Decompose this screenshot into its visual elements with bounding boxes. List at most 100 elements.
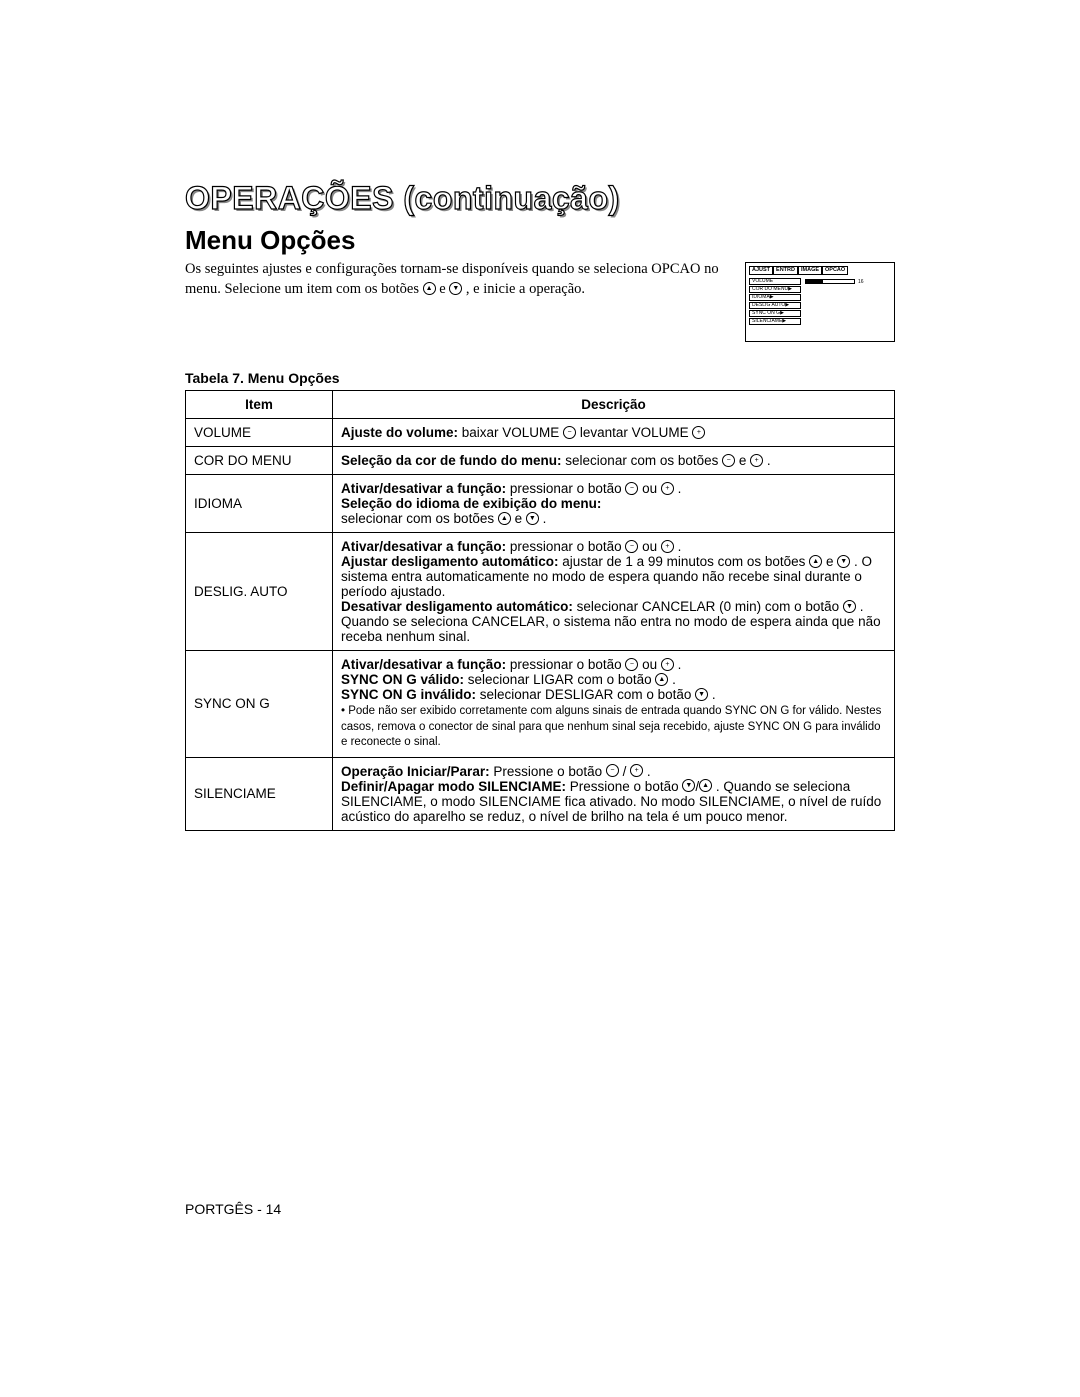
arrow-icon: ▶ (785, 303, 789, 309)
desc-text: selecionar com os botões (341, 511, 498, 526)
osd-label-text: SYNC ON G (752, 311, 780, 317)
desc-text: . (643, 764, 651, 779)
intro-text: Os seguintes ajustes e configurações tor… (185, 260, 721, 299)
osd-tabs: AJUST ENTRD IMAGE OPCAO (749, 266, 891, 275)
item-cell: VOLUME (186, 419, 333, 447)
desc-text: . (674, 657, 682, 672)
osd-value: 16 (858, 279, 864, 285)
desc-text: ou (638, 539, 661, 554)
osd-bar-fill (806, 280, 823, 283)
down-icon: ▼ (526, 512, 539, 525)
plus-icon: + (661, 658, 674, 671)
osd-preview: AJUST ENTRD IMAGE OPCAO VOLUME 16 COR DO… (745, 262, 895, 342)
table-row: COR DO MENU Seleção da cor de fundo do m… (186, 447, 895, 475)
plus-icon: + (750, 454, 763, 467)
desc-bold: Ajuste do volume: (341, 425, 458, 440)
desc-note: • Pode não ser exibido corretamente com … (341, 704, 886, 751)
desc-text: . (708, 687, 716, 702)
desc-cell: Operação Iniciar/Parar: Pressione o botã… (333, 757, 895, 830)
down-icon: ▼ (682, 779, 695, 792)
arrow-icon: ▶ (782, 319, 786, 325)
osd-tab: AJUST (749, 266, 773, 275)
desc-bold: Ativar/desativar a função: (341, 539, 506, 554)
down-icon: ▼ (837, 555, 850, 568)
down-icon: ▼ (843, 600, 856, 613)
plus-icon: + (661, 482, 674, 495)
options-table: Item Descrição VOLUME Ajuste do volume: … (185, 390, 895, 831)
up-icon: ▲ (699, 779, 712, 792)
desc-text: pressionar o botão (506, 539, 625, 554)
desc-bold: SYNC ON G inválido: (341, 687, 476, 702)
table-row: VOLUME Ajuste do volume: baixar VOLUME −… (186, 419, 895, 447)
osd-row: VOLUME 16 (749, 278, 891, 286)
osd-row: IDIOMA▶ (749, 294, 891, 302)
desc-bold: Operação Iniciar/Parar: (341, 764, 490, 779)
desc-bold: Desativar desligamento automático: (341, 599, 573, 614)
minus-icon: − (625, 482, 638, 495)
minus-icon: − (563, 426, 576, 439)
osd-row-label: DESLIG AUTO▶ (749, 302, 801, 310)
osd-row-label: COR DO MENU▶ (749, 286, 801, 294)
up-icon: ▲ (809, 555, 822, 568)
desc-text: baixar VOLUME (458, 425, 563, 440)
desc-text: pressionar o botão (506, 481, 625, 496)
desc-cell: Ativar/desativar a função: pressionar o … (333, 533, 895, 651)
plus-icon: + (630, 764, 643, 777)
item-cell: DESLIG. AUTO (186, 533, 333, 651)
desc-text: selecionar com os botões (562, 453, 723, 468)
desc-bold: SYNC ON G válido: (341, 672, 464, 687)
desc-bold: Seleção da cor de fundo do menu: (341, 453, 562, 468)
osd-row-label: IDIOMA▶ (749, 294, 801, 302)
plus-icon: + (661, 540, 674, 553)
item-cell: SILENCIAME (186, 757, 333, 830)
intro-p2: e (439, 281, 449, 297)
desc-text: ou (638, 481, 661, 496)
down-icon: ▼ (449, 282, 462, 295)
desc-text: Pressione o botão (566, 779, 682, 794)
th-item: Item (186, 391, 333, 419)
osd-row-label: SILENCIAME▶ (749, 318, 801, 326)
osd-tab: OPCAO (822, 266, 848, 275)
arrow-icon: ▶ (770, 295, 774, 301)
up-icon: ▲ (655, 673, 668, 686)
desc-text: Pressione o botão (490, 764, 606, 779)
table-row: SILENCIAME Operação Iniciar/Parar: Press… (186, 757, 895, 830)
desc-bold: Ativar/desativar a função: (341, 481, 506, 496)
desc-cell: Seleção da cor de fundo do menu: selecio… (333, 447, 895, 475)
desc-text: . (763, 453, 771, 468)
desc-text: selecionar LIGAR com o botão (464, 672, 655, 687)
desc-text: selecionar DESLIGAR com o botão (476, 687, 695, 702)
desc-text: . (668, 672, 676, 687)
osd-tab: IMAGE (798, 266, 822, 275)
minus-icon: − (625, 540, 638, 553)
desc-text: e (511, 511, 526, 526)
table-row: IDIOMA Ativar/desativar a função: pressi… (186, 475, 895, 533)
th-desc: Descrição (333, 391, 895, 419)
up-icon: ▲ (423, 282, 436, 295)
osd-rows: VOLUME 16 COR DO MENU▶ IDIOMA▶ DESLIG AU… (749, 278, 891, 326)
desc-cell: Ativar/desativar a função: pressionar o … (333, 475, 895, 533)
desc-bold: Definir/Apagar modo SILENCIAME: (341, 779, 566, 794)
plus-icon: + (692, 426, 705, 439)
desc-text: . (539, 511, 547, 526)
desc-bold: Ajustar desligamento automático: (341, 554, 559, 569)
table-caption: Tabela 7. Menu Opções (185, 370, 895, 386)
desc-text: ou (638, 657, 661, 672)
osd-row: DESLIG AUTO▶ (749, 302, 891, 310)
desc-text: selecionar CANCELAR (0 min) com o botão (573, 599, 843, 614)
item-cell: SYNC ON G (186, 651, 333, 758)
osd-row-label: SYNC ON G▶ (749, 310, 801, 318)
osd-tab: ENTRD (773, 266, 798, 275)
minus-icon: − (722, 454, 735, 467)
desc-text: ajustar de 1 a 99 minutos com os botões (559, 554, 810, 569)
desc-cell: Ativar/desativar a função: pressionar o … (333, 651, 895, 758)
osd-label-text: COR DO MENU (752, 287, 788, 293)
osd-label-text: SILENCIAME (752, 319, 782, 325)
minus-icon: − (606, 764, 619, 777)
arrow-icon: ▶ (788, 287, 792, 293)
desc-text: . (674, 481, 682, 496)
arrow-icon: ▶ (780, 311, 784, 317)
item-cell: IDIOMA (186, 475, 333, 533)
down-icon: ▼ (695, 688, 708, 701)
desc-cell: Ajuste do volume: baixar VOLUME − levant… (333, 419, 895, 447)
